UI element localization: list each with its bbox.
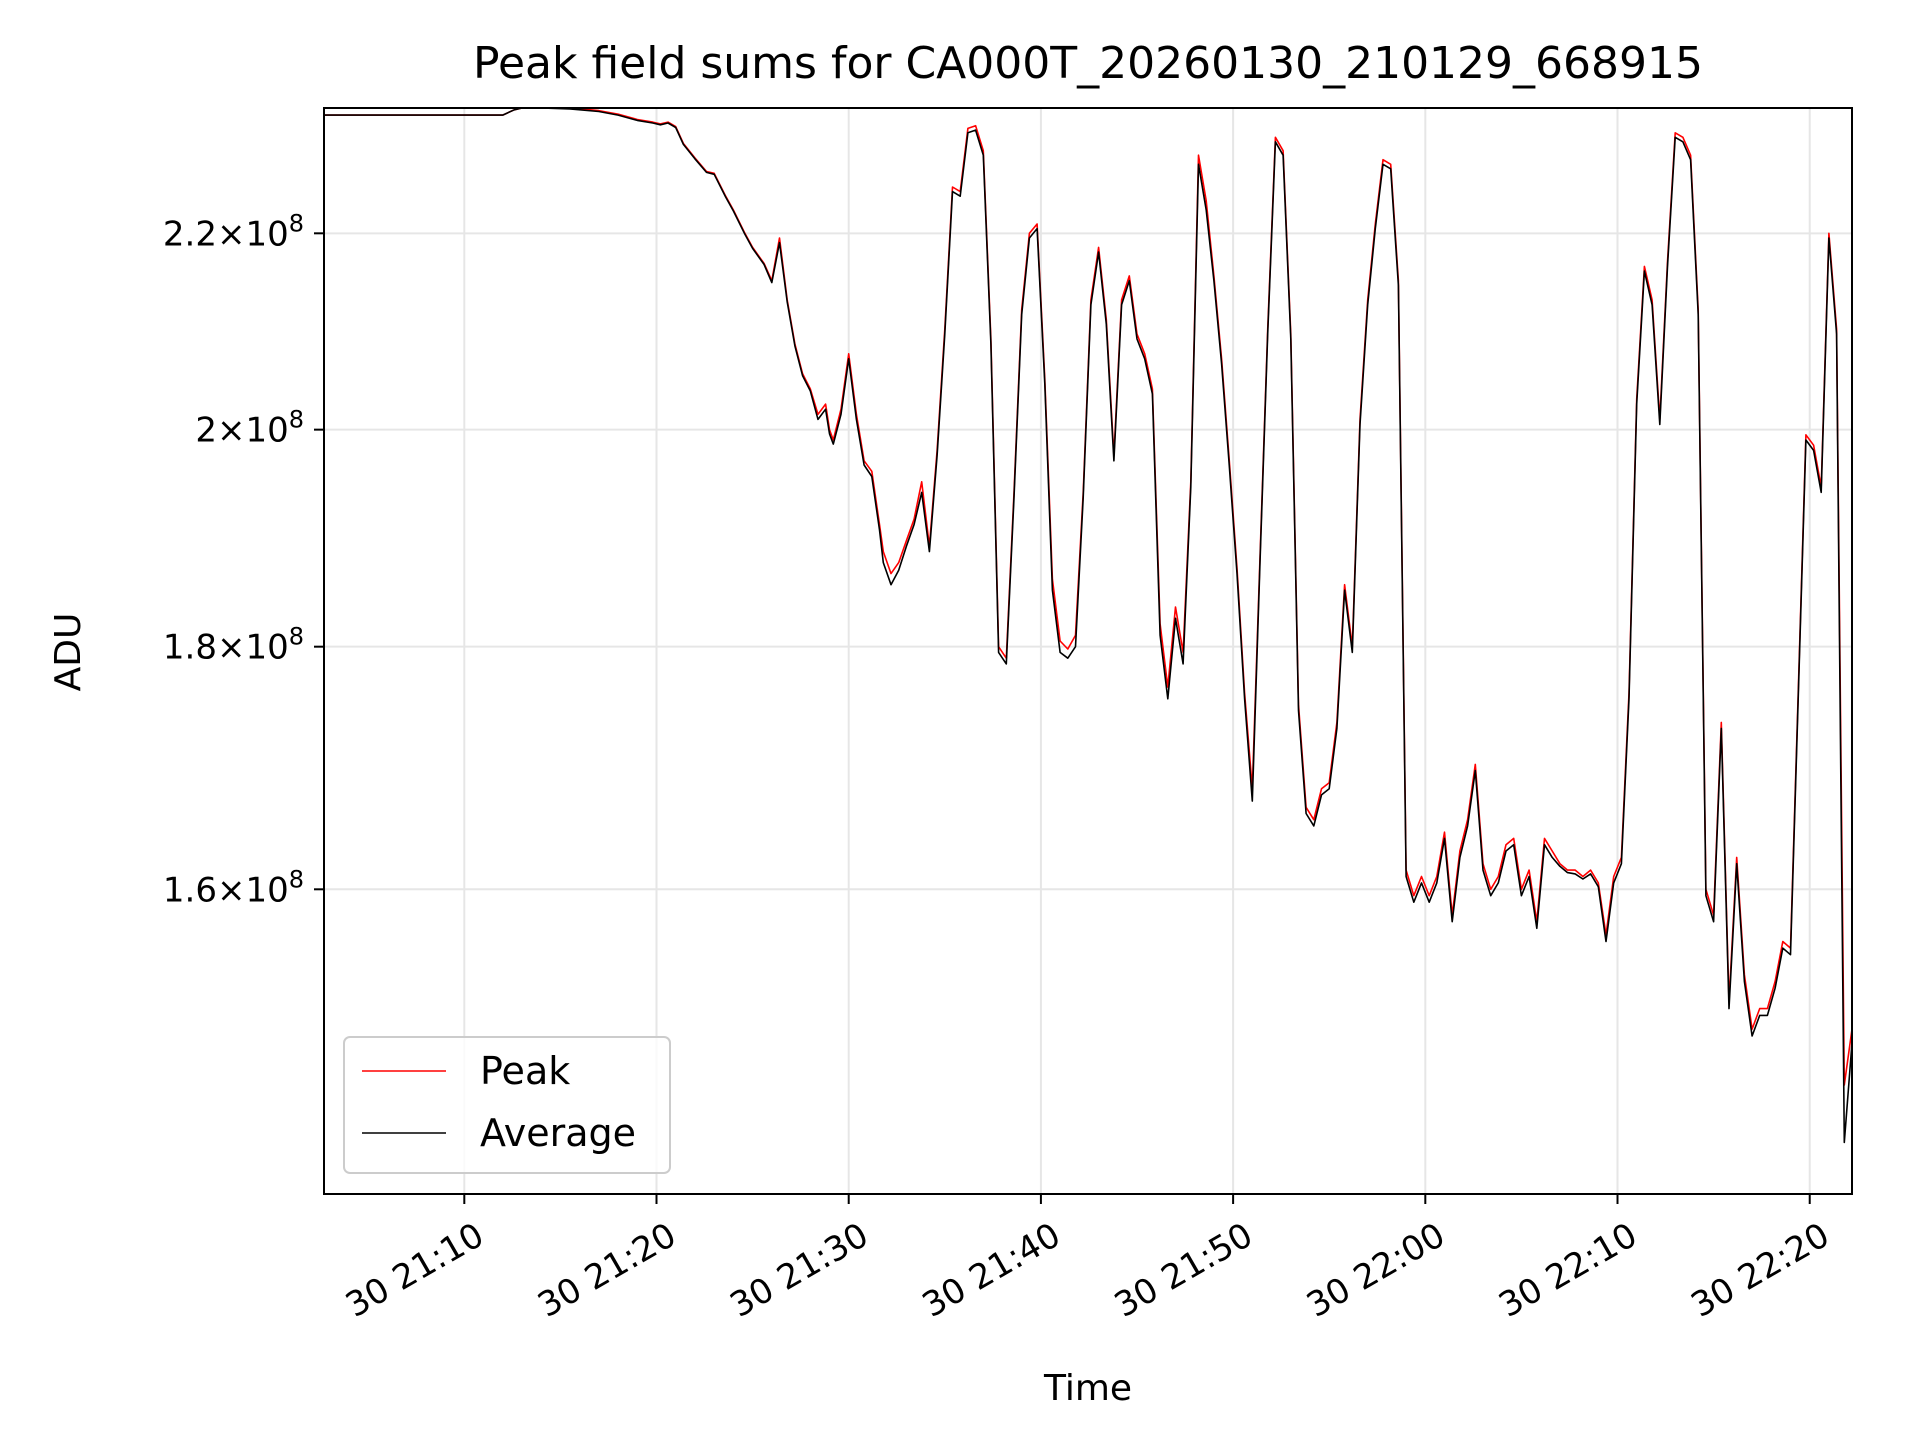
y-tick-label: 2.2×108: [163, 209, 304, 254]
x-axis-title: Time: [1043, 1368, 1132, 1409]
legend-label-average: Average: [480, 1111, 636, 1155]
series-line-average: [324, 108, 1852, 1144]
y-tick-label: 2×108: [195, 406, 304, 451]
y-axis: 1.6×108 1.8×108 2×108 2.2×108: [163, 209, 324, 910]
legend: Peak Average: [343, 1036, 671, 1174]
plot-frame: [323, 107, 1853, 1195]
series-group: [324, 108, 1852, 1144]
y-axis-title: ADU: [48, 613, 89, 692]
legend-label-peak: Peak: [480, 1049, 570, 1093]
y-tick-label: 1.6×108: [163, 865, 304, 910]
grid: [324, 108, 1852, 1194]
y-tick-label: 1.8×108: [163, 623, 304, 668]
chart-title: Peak field sums for CA000T_20260130_2101…: [473, 38, 1703, 89]
